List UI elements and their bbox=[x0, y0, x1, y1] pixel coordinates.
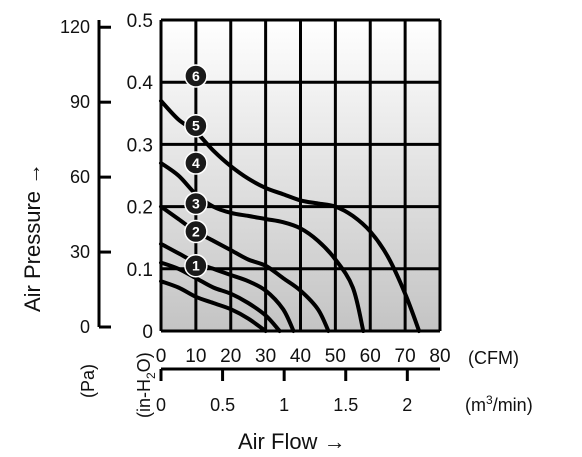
y-tick-inh2o: 0.1 bbox=[127, 260, 153, 281]
y-tick-inh2o: 0.4 bbox=[127, 73, 154, 94]
y-tick-inh2o: 0.3 bbox=[127, 135, 153, 156]
x-tick-m3: 1.5 bbox=[333, 395, 358, 415]
curve-label-4: 4 bbox=[192, 155, 200, 171]
x-unit-cfm: (CFM) bbox=[468, 348, 519, 368]
curve-marker-4 bbox=[184, 151, 208, 175]
y-tick-pa: 30 bbox=[70, 242, 90, 262]
curve-6 bbox=[159, 98, 422, 333]
y-tick-pa: 60 bbox=[70, 167, 90, 187]
y-axis-inh2o-ticks: 0 0.1 0.2 0.3 0.4 0.5 bbox=[127, 11, 154, 343]
x-unit-m3min: (m3/min) bbox=[465, 393, 533, 415]
curve-marker-5 bbox=[184, 113, 208, 138]
x-tick-cfm: 0 bbox=[156, 346, 167, 367]
y-axis-title: Air Pressure → bbox=[20, 163, 45, 312]
curve-marker-6 bbox=[184, 64, 208, 88]
curve-marker-1 bbox=[184, 253, 208, 278]
curve-marker-3 bbox=[184, 191, 208, 216]
y-unit-pa: (Pa) bbox=[78, 364, 98, 398]
curve-label-1: 1 bbox=[192, 258, 200, 274]
y-tick-pa: 0 bbox=[80, 317, 90, 337]
curve-3 bbox=[159, 241, 296, 333]
x-tick-cfm: 60 bbox=[360, 346, 381, 367]
x-tick-m3: 1 bbox=[279, 395, 289, 415]
x-tick-cfm: 80 bbox=[429, 346, 450, 367]
y-tick-inh2o: 0.2 bbox=[127, 198, 153, 219]
y-tick-inh2o: 0.5 bbox=[127, 11, 153, 32]
x-axis-m3-ticks: 0 0.5 1 1.5 2 bbox=[156, 369, 412, 415]
y-tick-inh2o: 0 bbox=[142, 322, 153, 343]
y-axis-pa-ticks: 0 30 60 90 120 bbox=[60, 17, 111, 337]
curve-labels: 1 2 3 4 5 6 bbox=[184, 64, 208, 278]
curve-label-2: 2 bbox=[192, 223, 200, 239]
x-tick-m3: 0.5 bbox=[210, 395, 235, 415]
x-tick-cfm: 30 bbox=[255, 346, 276, 367]
curve-marker-2 bbox=[184, 219, 208, 244]
curve-1 bbox=[159, 279, 268, 333]
y-tick-pa: 120 bbox=[60, 17, 90, 37]
y-tick-pa: 90 bbox=[70, 92, 90, 112]
x-tick-cfm: 20 bbox=[220, 346, 241, 367]
curve-label-5: 5 bbox=[192, 118, 200, 134]
x-tick-m3: 2 bbox=[402, 395, 412, 415]
x-tick-m3: 0 bbox=[156, 395, 166, 415]
x-tick-cfm: 40 bbox=[290, 346, 311, 367]
curve-label-6: 6 bbox=[192, 68, 200, 84]
x-tick-cfm: 50 bbox=[325, 346, 346, 367]
x-axis-cfm-ticks: 0 10 20 30 40 50 60 70 80 bbox=[156, 346, 451, 367]
curve-label-3: 3 bbox=[192, 195, 200, 211]
x-axis-title: Air Flow → bbox=[238, 429, 346, 454]
x-tick-cfm: 70 bbox=[395, 346, 416, 367]
y-unit-inh2o: (in-H2O) bbox=[134, 352, 158, 418]
curve-2 bbox=[159, 260, 282, 333]
x-tick-cfm: 10 bbox=[185, 346, 206, 367]
